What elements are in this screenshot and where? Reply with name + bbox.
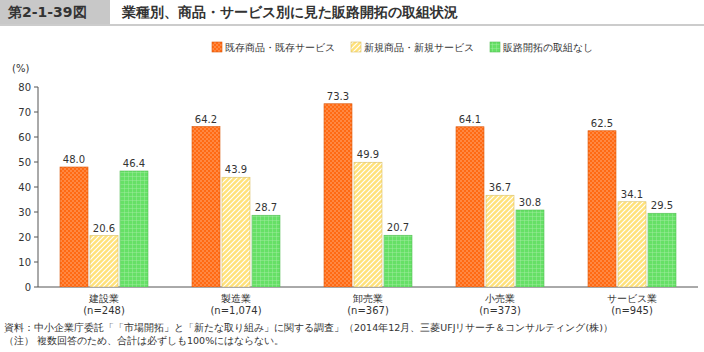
bar <box>222 177 250 287</box>
y-tick-label: 30 <box>18 207 31 218</box>
legend-swatch <box>490 42 500 52</box>
data-label: 20.7 <box>387 222 409 233</box>
legend-label: 既存商品・既存サービス <box>225 42 335 53</box>
data-label: 73.3 <box>327 91 349 102</box>
bars <box>60 104 676 287</box>
data-label: 43.9 <box>225 164 247 175</box>
data-labels: 48.0 64.2 73.3 64.1 62.5 20.6 43.9 49.9 36.7 34.1… <box>63 91 673 234</box>
y-axis-label: (%) <box>12 63 29 74</box>
y-tick <box>34 87 38 88</box>
bar <box>252 215 280 287</box>
annotation: （注） 複数回答のため、合計は必ずしも100%にはならない。 <box>4 335 284 347</box>
legend: 既存商品・既存サービス 新規商品・新規サービス 販路開拓の取組なし <box>212 42 593 53</box>
x-tick-label: 建設業(n=248) <box>83 293 125 316</box>
bar <box>588 131 616 287</box>
y-tick-label: 70 <box>18 107 31 118</box>
annotation: 資料：中小企業庁委託「「市場開拓」と「新たな取り組み」に関する調査」（2014年… <box>4 322 613 333</box>
data-label: 30.8 <box>519 197 541 208</box>
y-tick-label: 20 <box>18 232 31 243</box>
bar <box>354 162 382 287</box>
bar <box>486 195 514 287</box>
legend-swatch <box>351 42 361 52</box>
data-label: 62.5 <box>591 118 613 129</box>
data-label: 29.5 <box>651 200 673 211</box>
chart: 第2-1-39図 業種別、商品・サービス別に見た販路開拓の取組状況既存商品・既存サ… <box>0 0 704 352</box>
bar <box>324 104 352 287</box>
bar <box>618 202 646 287</box>
bar <box>90 236 118 288</box>
y-tick-label: 0 <box>25 282 31 293</box>
header-box <box>0 0 110 24</box>
x-tick-label: 小売業(n=373) <box>479 293 521 316</box>
y-tick-label: 40 <box>18 182 31 193</box>
y-tick <box>34 137 38 138</box>
y-tick-label: 60 <box>18 132 31 143</box>
bar <box>120 171 148 287</box>
data-label: 48.0 <box>63 154 85 165</box>
bar <box>516 210 544 287</box>
bar <box>60 167 88 287</box>
data-label: 64.2 <box>195 114 217 125</box>
x-tick-label: 製造業(n=1,074) <box>210 293 261 316</box>
legend-label: 新規商品・新規サービス <box>364 42 474 53</box>
y-tick <box>34 262 38 263</box>
data-label: 46.4 <box>123 158 145 169</box>
legend-label: 販路開拓の取組なし <box>503 42 593 53</box>
bar <box>648 213 676 287</box>
y-tick-label: 10 <box>18 257 31 268</box>
x-tick-label: 卸売業(n=367) <box>347 293 389 316</box>
x-tick-label: サービス業(n=945) <box>607 293 657 316</box>
bar <box>456 127 484 287</box>
y-tick <box>34 237 38 238</box>
data-label: 20.6 <box>93 223 115 234</box>
y-tick <box>34 212 38 213</box>
y-tick <box>34 287 38 288</box>
y-tick <box>34 162 38 163</box>
data-label: 36.7 <box>489 182 511 193</box>
y-tick <box>34 187 38 188</box>
y-tick-label: 50 <box>18 157 31 168</box>
figure-label: 第2-1-39図 <box>7 4 87 20</box>
data-label: 64.1 <box>459 114 481 125</box>
legend-swatch <box>212 42 222 52</box>
y-tick-label: 80 <box>18 82 31 93</box>
y-tick <box>34 112 38 113</box>
data-label: 28.7 <box>255 202 277 213</box>
bar <box>384 235 412 287</box>
data-label: 49.9 <box>357 149 379 160</box>
bar <box>192 127 220 288</box>
title: 業種別、商品・サービス別に見た販路開拓の取組状況 <box>121 4 458 20</box>
header-rule <box>0 25 704 26</box>
data-label: 34.1 <box>621 189 643 200</box>
